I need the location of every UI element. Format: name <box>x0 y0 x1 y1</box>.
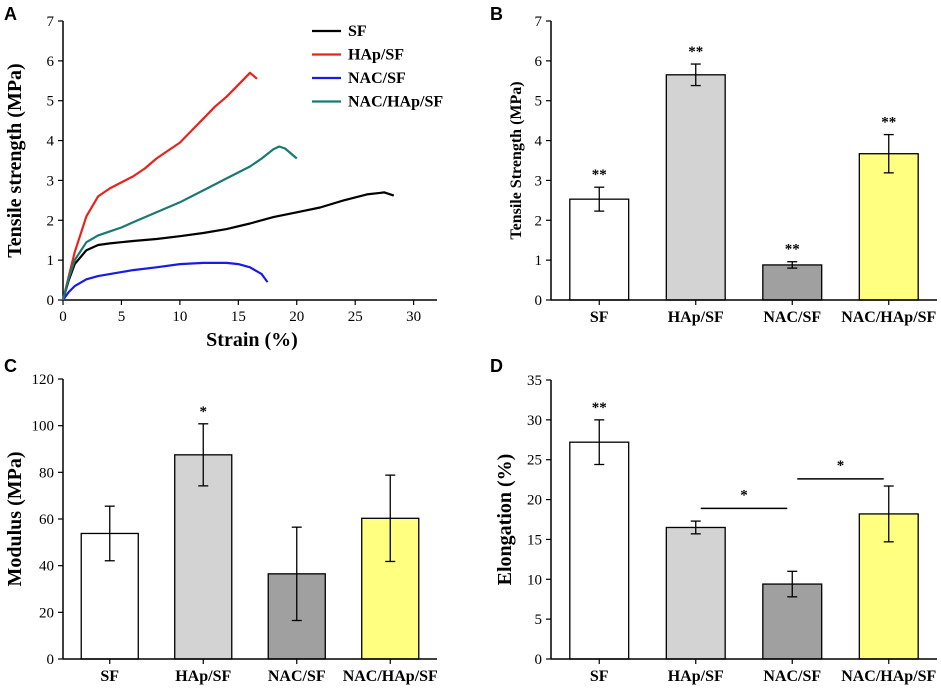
panel-a-line-chart: A 0 1 2 3 4 5 6 7 0 5 10 15 20 25 30 SF HAp/SF NAC/SF NAC… <box>4 4 443 351</box>
panel-c-y-tick-label: 100 <box>32 419 55 435</box>
panel-c-significance-hap-sf: * <box>200 404 208 420</box>
panel-b-y-tick-label: 2 <box>535 213 543 229</box>
panel-d-category-label-hap-sf: HAp/SF <box>668 668 724 685</box>
panel-a-y-tick-label: 3 <box>47 173 55 189</box>
panel-d-y-tick-label: 5 <box>535 612 543 628</box>
panel-b-bar-sf <box>569 198 630 301</box>
legend-label-hap-sf: HAp/SF <box>348 47 404 64</box>
panel-d-y-tick-label: 0 <box>535 652 543 668</box>
panel-a-x-tick-label: 30 <box>406 309 421 325</box>
panel-a-x-label: Strain (%) <box>206 329 298 351</box>
panel-letter-c: C <box>4 356 17 376</box>
panel-c-category-label-nac-hap-sf: NAC/HAp/SF <box>343 668 438 685</box>
series-line-sf <box>61 191 395 301</box>
panel-d-y-label: Elongation (%) <box>494 454 516 586</box>
panel-b-y-tick-label: 7 <box>535 14 543 30</box>
panel-b-significance-nac-sf: ** <box>785 242 800 258</box>
panel-b-y-tick-label: 1 <box>535 253 543 269</box>
panel-b-y-tick-label: 5 <box>535 94 543 110</box>
panel-c-y-tick-label: 80 <box>39 465 54 481</box>
panel-b-significance-nac-hap-sf: ** <box>881 115 896 131</box>
panel-a-x-tick-label: 0 <box>59 309 67 325</box>
panel-c-category-label-sf: SF <box>100 668 119 685</box>
panel-a-legend: SF HAp/SF NAC/SF NAC/HAp/SF <box>312 23 443 111</box>
panel-a-x-tick-label: 20 <box>289 309 304 325</box>
panel-d-category-label-nac-hap-sf: NAC/HAp/SF <box>841 668 936 685</box>
legend-label-nac-hap-sf: NAC/HAp/SF <box>348 94 443 111</box>
panel-a-y-tick-label: 6 <box>47 54 55 70</box>
panel-c-y-tick-label: 120 <box>32 372 55 388</box>
panel-d-comparison-significance: * <box>740 487 748 503</box>
panel-a-y-tick-label: 7 <box>47 14 55 30</box>
panel-d-y-tick-label: 15 <box>527 532 542 548</box>
panel-d-y-tick-label: 25 <box>527 453 542 469</box>
panel-d-category-label-sf: SF <box>590 668 609 685</box>
panel-b-y-label: Tensile Strength (MPa) <box>508 81 525 239</box>
panel-c-y-tick-label: 60 <box>39 512 54 528</box>
panel-letter-a: A <box>4 4 17 24</box>
panel-a-y-tick-label: 1 <box>47 253 55 269</box>
panel-a-x-tick-label: 5 <box>118 309 126 325</box>
panel-b-category-label-hap-sf: HAp/SF <box>668 309 724 326</box>
panel-c-category-label-hap-sf: HAp/SF <box>175 668 231 685</box>
panel-d-y-tick-label: 10 <box>527 572 542 588</box>
legend-label-nac-sf: NAC/SF <box>348 70 406 87</box>
series-line-nac-sf <box>62 261 269 301</box>
panel-c-y-tick-label: 40 <box>39 559 54 575</box>
panel-c-y-label: Modulus (MPa) <box>4 452 26 587</box>
panel-b-y-tick-label: 4 <box>535 134 543 150</box>
panel-a-y-tick-label: 4 <box>47 134 55 150</box>
panel-a-x-tick-label: 25 <box>348 309 363 325</box>
panel-c-y-tick-label: 0 <box>47 652 55 668</box>
panel-a-y-tick-label: 0 <box>47 293 55 309</box>
panel-b-y-tick-label: 6 <box>535 54 543 70</box>
panel-a-y-label: Tensile strength (MPa) <box>4 63 26 257</box>
panel-d-y-tick-label: 20 <box>527 493 542 509</box>
panel-d-y-tick-label: 35 <box>527 373 542 389</box>
panel-a-y-tick-label: 5 <box>47 94 55 110</box>
panel-c-bar-chart: C SF * HAp/SF NAC/SF NAC/HAp/SF 0 20 40 60 80 100 1… <box>4 356 438 685</box>
panel-b-significance-hap-sf: ** <box>688 44 703 60</box>
panel-b-category-label-nac-sf: NAC/SF <box>763 309 821 326</box>
panel-b-category-label-sf: SF <box>590 309 609 326</box>
panel-c-y-tick-label: 20 <box>39 605 54 621</box>
panel-d-category-label-nac-sf: NAC/SF <box>763 668 821 685</box>
panel-b-y-tick-label: 0 <box>535 293 543 309</box>
panel-b-bar-hap-sf <box>665 74 726 301</box>
panel-b-y-tick-label: 3 <box>535 173 543 189</box>
series-line-nac-hap-sf <box>61 145 298 301</box>
legend-label-sf: SF <box>348 23 367 40</box>
panel-b-category-label-nac-hap-sf: NAC/HAp/SF <box>841 309 936 326</box>
panel-b-bar-chart: B ** SF ** HAp/SF ** NAC/SF ** NAC/HAp/SF 0 1 2 3 4 5… <box>490 4 937 326</box>
panel-a-x-tick-label: 15 <box>231 309 246 325</box>
panel-d-bar-chart: D **SF HAp/SF NAC/SF NAC/HAp/SF**0510152025… <box>490 356 937 685</box>
panel-c-category-label-nac-sf: NAC/SF <box>268 668 326 685</box>
panel-b-bar-nac-sf <box>762 264 823 301</box>
panel-b-significance-sf: ** <box>592 167 607 183</box>
panel-letter-b: B <box>490 4 503 24</box>
panel-d-bar-sf <box>569 441 630 660</box>
panel-a-y-tick-label: 2 <box>47 213 55 229</box>
panel-d-comparison-significance: * <box>837 458 845 474</box>
panel-a-x-tick-label: 10 <box>172 309 187 325</box>
series-line-hap-sf <box>61 71 258 301</box>
panel-letter-d: D <box>490 356 503 376</box>
panel-d-significance-sf: ** <box>592 400 607 416</box>
panel-d-bar-hap-sf <box>665 526 726 660</box>
panel-b-bar-nac-hap-sf <box>858 153 919 301</box>
panel-d-y-tick-label: 30 <box>527 413 542 429</box>
